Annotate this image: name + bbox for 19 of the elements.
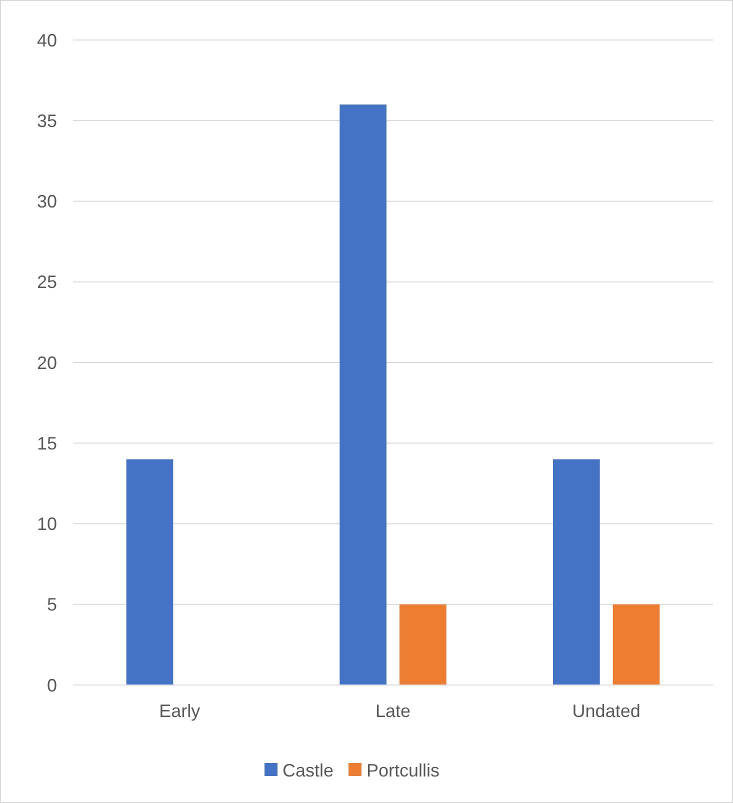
- bar: [126, 459, 174, 685]
- y-tick-label: 10: [36, 514, 57, 534]
- y-tick-label: 15: [36, 433, 57, 454]
- bar: [612, 604, 660, 685]
- x-tick-label: Late: [375, 701, 411, 721]
- x-tick-label: Early: [159, 701, 200, 721]
- x-tick-label: Undated: [572, 701, 640, 721]
- y-tick-label: 40: [36, 30, 57, 50]
- bar: [553, 459, 600, 685]
- bar: [340, 104, 386, 685]
- y-tick-label: 30: [36, 192, 57, 212]
- y-tick-label: 20: [36, 352, 57, 373]
- bar: [400, 604, 446, 685]
- y-tick-label: 0: [46, 675, 57, 696]
- y-tick-label: 25: [36, 272, 57, 292]
- legend-label: Portcullis: [366, 760, 440, 780]
- y-tick-label: 5: [46, 594, 57, 615]
- y-tick-label: 35: [36, 110, 57, 131]
- legend-label: Castle: [282, 760, 334, 780]
